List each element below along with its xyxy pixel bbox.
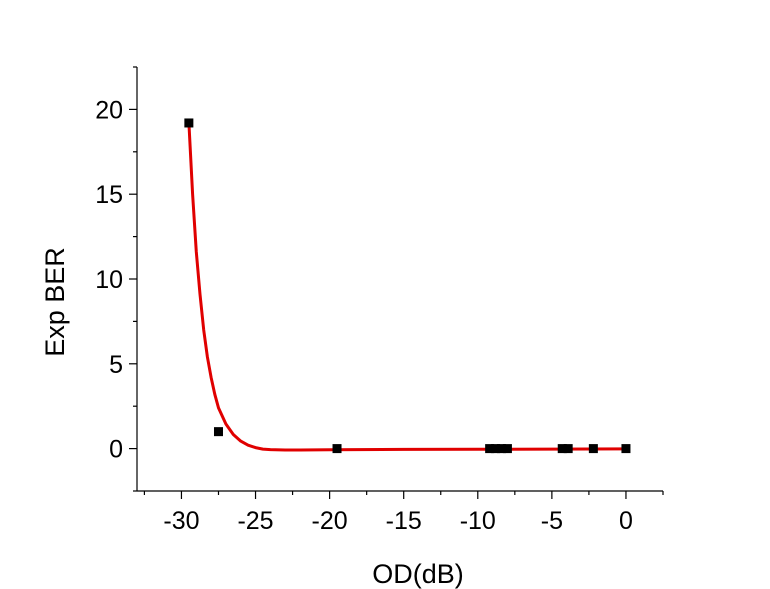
- data-point: [485, 444, 495, 454]
- x-tick-label: -20: [312, 507, 348, 535]
- y-axis-title: Exp BER: [40, 247, 70, 357]
- x-tick-label: -5: [541, 507, 563, 535]
- data-point: [557, 444, 567, 454]
- x-tick-label: -15: [386, 507, 422, 535]
- data-point: [502, 444, 512, 454]
- y-tick-label: 15: [95, 181, 123, 209]
- data-point: [491, 444, 501, 454]
- y-tick-label: 20: [95, 96, 123, 124]
- data-point: [563, 444, 573, 454]
- data-point: [588, 444, 598, 454]
- y-tick-label: 0: [109, 436, 123, 464]
- x-axis-title: OD(dB): [372, 559, 464, 589]
- data-point: [332, 444, 342, 454]
- x-tick-label: -25: [237, 507, 273, 535]
- x-tick-label: 0: [619, 507, 633, 535]
- y-ticks: 0 5 10 15 20: [95, 66, 137, 492]
- y-tick-label: 10: [95, 266, 123, 294]
- data-point: [184, 118, 194, 128]
- x-tick-label: -30: [163, 507, 199, 535]
- fit-curve: [187, 122, 627, 452]
- data-point: [213, 427, 223, 437]
- plot-series: [184, 118, 631, 454]
- data-point: [496, 444, 506, 454]
- x-ticks: -30 -25 -20 -15 -10 -5 0: [143, 491, 664, 535]
- y-tick-label: 5: [109, 351, 123, 379]
- x-tick-label: -10: [460, 507, 496, 535]
- data-point: [621, 444, 631, 454]
